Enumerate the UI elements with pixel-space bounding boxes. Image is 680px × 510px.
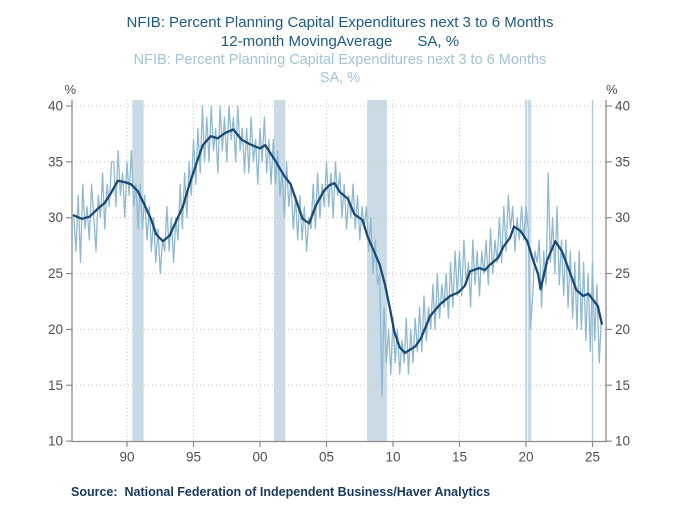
- recession-band: [132, 100, 144, 442]
- right-axis-tick-label: 10: [615, 434, 630, 449]
- left-axis-tick-label: 15: [48, 378, 63, 393]
- right-axis-tick-label: 15: [615, 378, 630, 393]
- bottom-axis-tick-label: 95: [186, 450, 201, 465]
- right-axis-tick-label: 30: [615, 210, 630, 225]
- left-axis-unit-label: %: [64, 82, 76, 97]
- left-axis-tick-label: 30: [48, 210, 63, 225]
- left-axis-tick-label: 10: [48, 434, 63, 449]
- bottom-axis-tick-label: 25: [585, 450, 600, 465]
- right-axis-tick-label: 25: [615, 266, 630, 281]
- left-axis-tick-label: 35: [48, 154, 63, 169]
- recession-band: [273, 100, 286, 442]
- chart-title-line1: NFIB: Percent Planning Capital Expenditu…: [126, 14, 554, 31]
- left-axis-tick-label: 20: [48, 322, 63, 337]
- bottom-axis-tick-label: 20: [518, 450, 533, 465]
- right-axis-tick-label: 40: [615, 99, 630, 114]
- chart-subtitle-line1: NFIB: Percent Planning Capital Expenditu…: [133, 52, 547, 68]
- bottom-axis-tick-label: 05: [319, 450, 334, 465]
- moving-average-line: [72, 128, 603, 355]
- left-axis-tick-label: 40: [48, 99, 63, 114]
- source-note: Source: National Federation of Independe…: [71, 485, 491, 499]
- right-axis-tick-label: 35: [615, 154, 630, 169]
- bottom-axis-tick-label: 10: [385, 450, 400, 465]
- right-axis-unit-label: %: [606, 82, 618, 97]
- chart-title-line2: 12-month MovingAverage SA, %: [220, 33, 460, 50]
- chart-header: NFIB: Percent Planning Capital Expenditu…: [0, 13, 680, 87]
- bottom-axis-tick-label: 15: [452, 450, 467, 465]
- chart-subtitle-line2: SA, %: [319, 70, 361, 86]
- monthly-series-line: [73, 105, 603, 398]
- right-axis-tick-label: 20: [615, 322, 630, 337]
- bottom-axis-tick-label: 90: [119, 450, 134, 465]
- left-axis-tick-label: 25: [48, 266, 63, 281]
- bottom-axis-tick-label: 00: [252, 450, 267, 465]
